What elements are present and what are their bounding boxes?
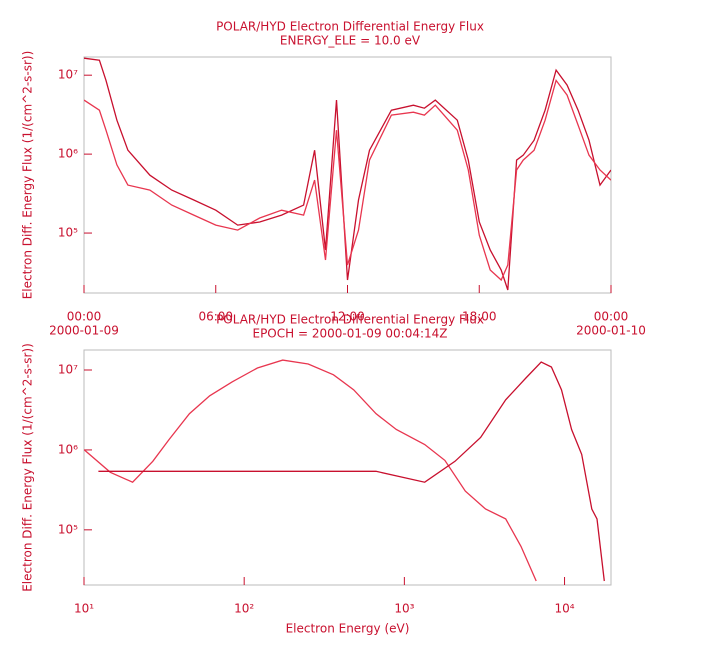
y-tick-label: 10⁶ [58, 147, 78, 161]
x-tick-label: 00:00 [594, 310, 629, 324]
y-tick-label: 10⁵ [58, 522, 78, 536]
y-axis-label: Electron Diff. Energy Flux (1/(cm^2-s-sr… [21, 51, 35, 300]
y-tick-label: 10⁷ [58, 68, 78, 82]
chart-title: POLAR/HYD Electron Differential Energy F… [216, 20, 484, 34]
x-tick-label: 10⁴ [554, 602, 574, 616]
x-tick-date: 2000-01-09 [49, 324, 119, 338]
y-tick-label: 10⁶ [58, 442, 78, 456]
chart-subtitle: ENERGY_ELE = 10.0 eV [280, 34, 421, 48]
x-axis-label: Electron Energy (eV) [286, 622, 410, 636]
chart-subtitle: EPOCH = 2000-01-09 00:04:14Z [252, 327, 447, 341]
chart-title: POLAR/HYD Electron Differential Energy F… [216, 313, 484, 327]
series-line [84, 57, 611, 291]
x-tick-label: 06:00 [198, 310, 233, 324]
x-tick-label: 10¹ [74, 602, 94, 616]
x-tick-label: 10³ [394, 602, 414, 616]
series-line [84, 359, 537, 582]
series-line [98, 361, 605, 582]
series-line [84, 78, 611, 282]
x-tick-label: 18:00 [462, 310, 497, 324]
x-tick-label: 12:00 [330, 310, 365, 324]
x-tick-label: 00:00 [67, 310, 102, 324]
y-tick-label: 10⁷ [58, 363, 78, 377]
x-tick-date: 2000-01-10 [576, 324, 646, 338]
plot-frame [83, 349, 612, 586]
y-tick-label: 10⁵ [58, 226, 78, 240]
x-tick-label: 10² [234, 602, 254, 616]
y-axis-label: Electron Diff. Energy Flux (1/(cm^2-s-sr… [21, 343, 35, 592]
